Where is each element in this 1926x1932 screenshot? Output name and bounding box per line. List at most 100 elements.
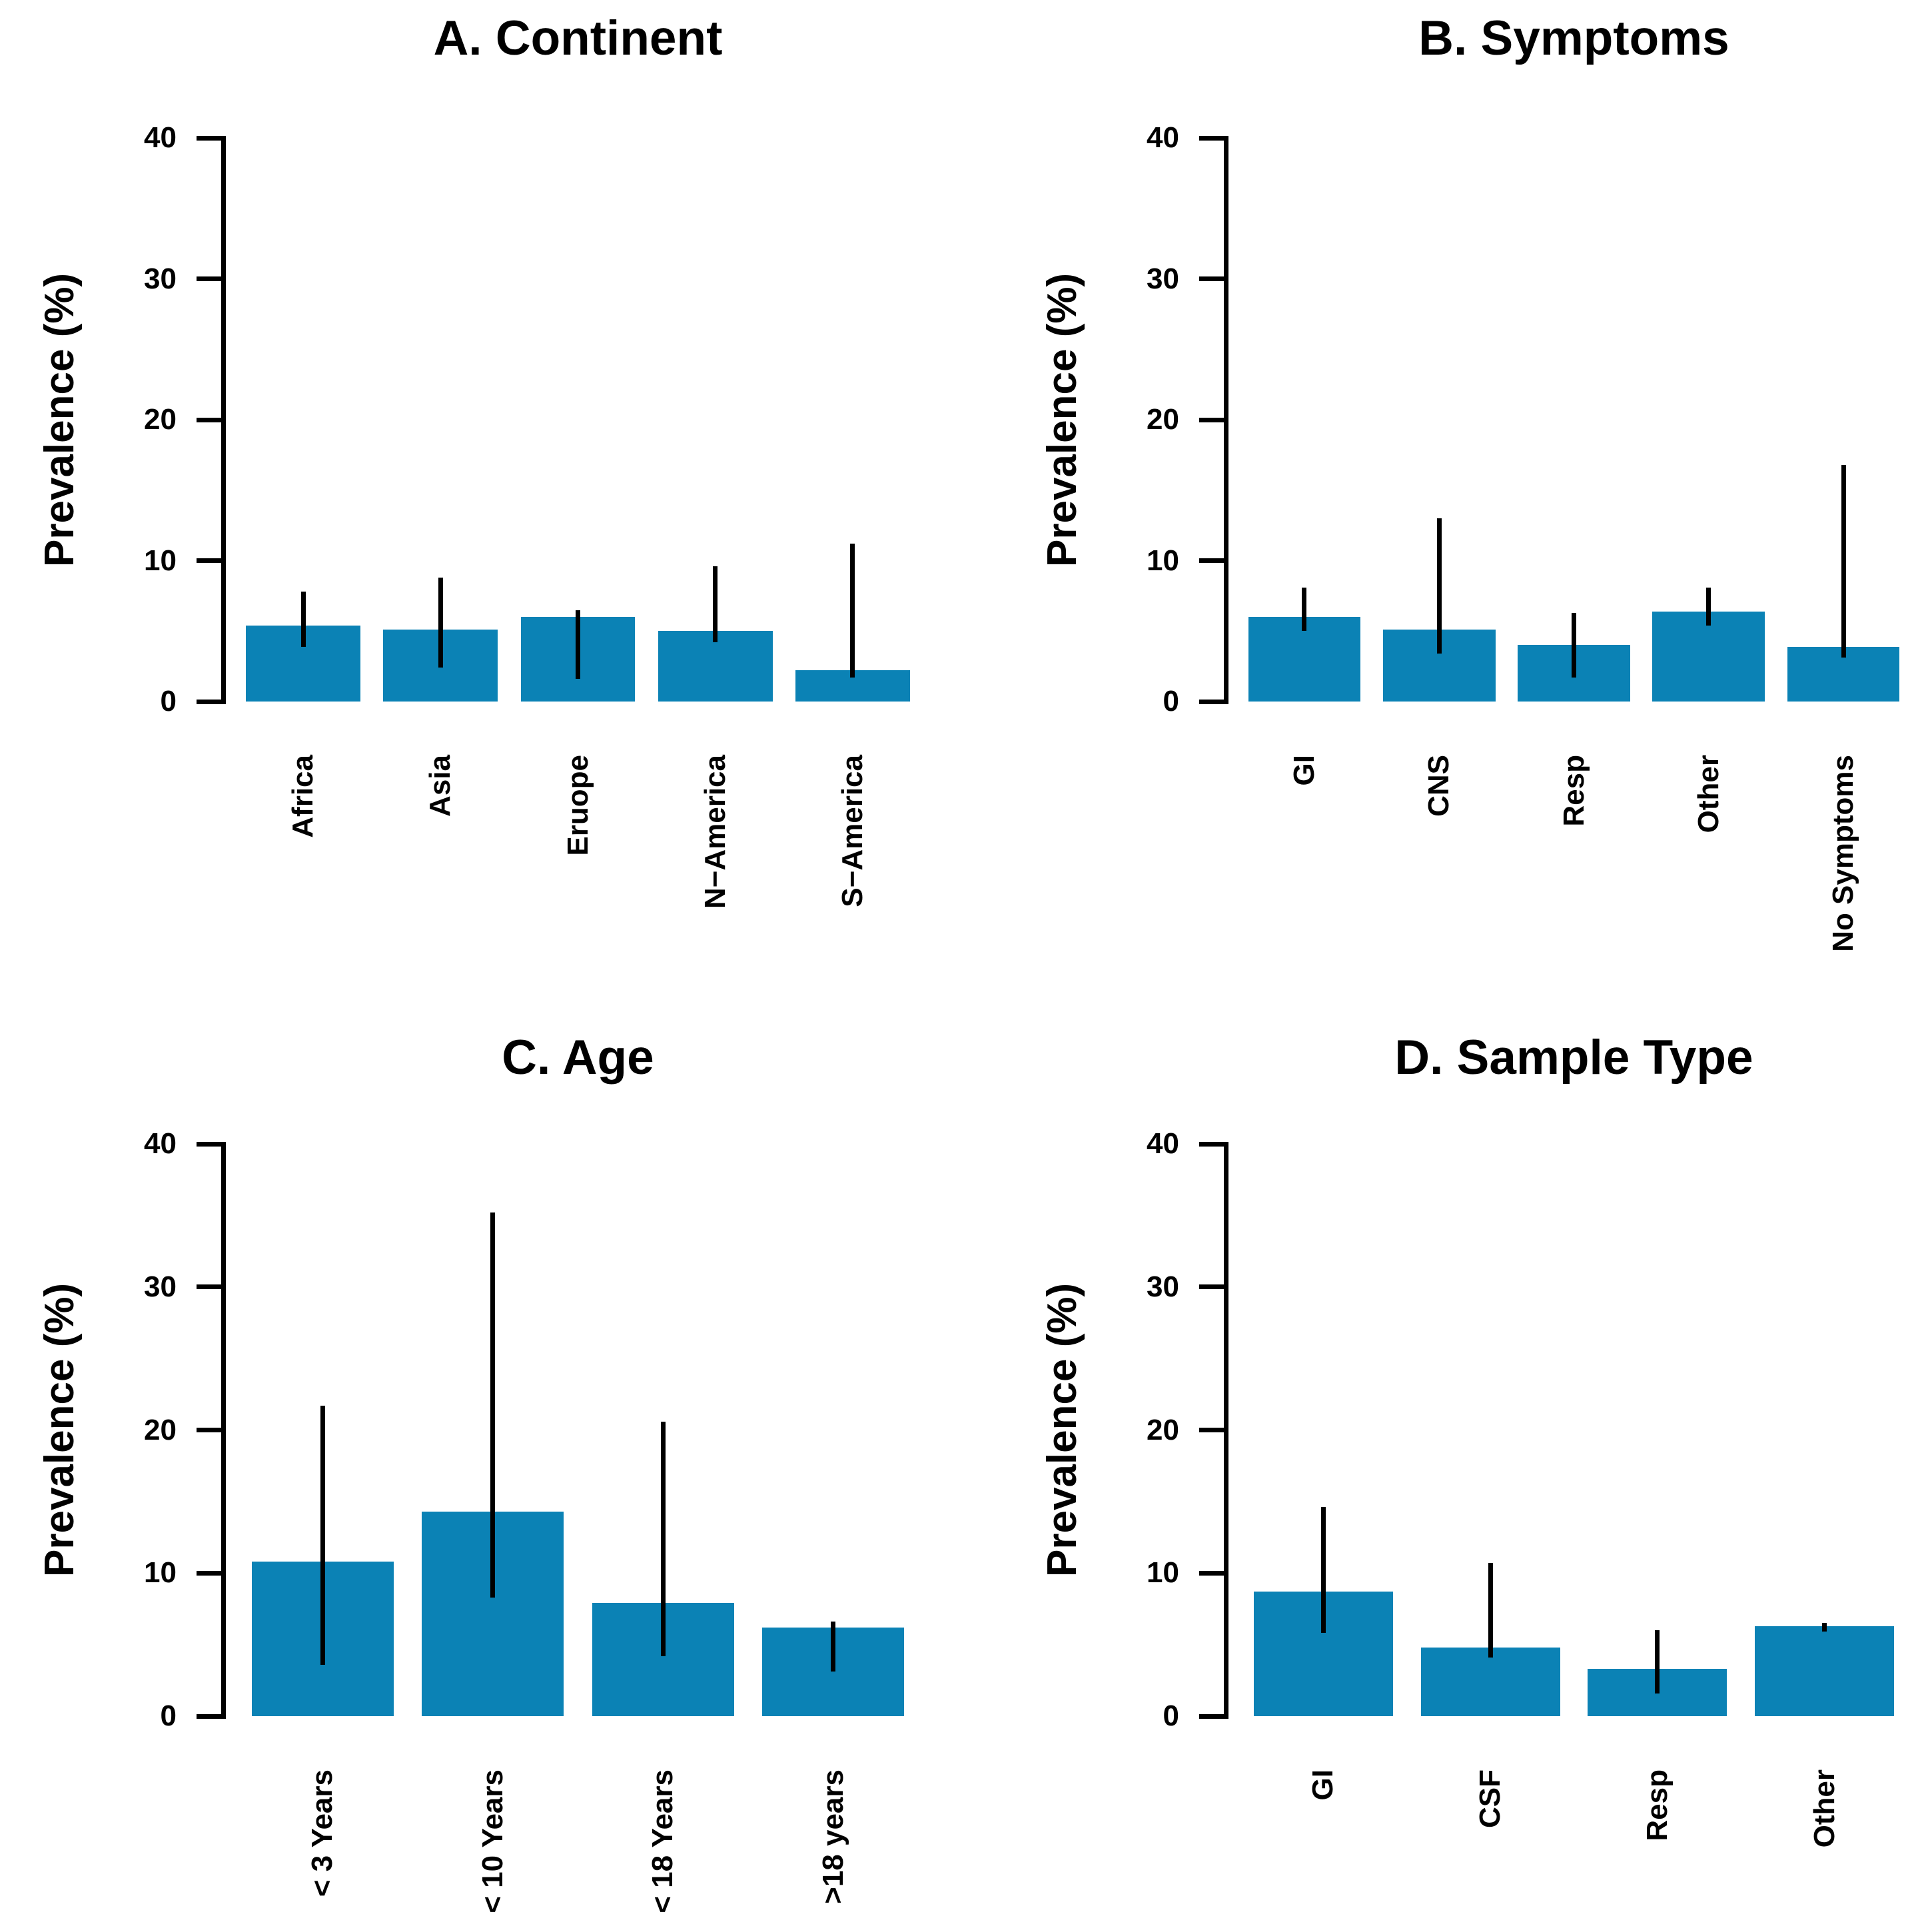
y-tick (1199, 417, 1224, 422)
y-tick (196, 1428, 221, 1432)
x-category-label: Africa (286, 755, 320, 838)
error-bar (576, 610, 580, 680)
y-tick (1199, 1428, 1224, 1432)
x-category-label: CNS (1422, 755, 1456, 817)
y-tick-label: 0 (160, 1699, 177, 1732)
y-tick-label: 20 (144, 403, 177, 436)
panel-title-symptoms: B. Symptoms (1418, 11, 1729, 65)
x-category-label: >18 years (816, 1769, 849, 1904)
y-tick (196, 1570, 221, 1576)
y-tick (196, 1141, 221, 1147)
error-bar (850, 544, 855, 678)
panel-title-age: C. Age (502, 1031, 654, 1085)
y-tick-label: 10 (1147, 1556, 1179, 1590)
y-tick (196, 417, 221, 422)
y-tick-label: 30 (144, 1270, 177, 1303)
y-tick-label: 20 (1147, 403, 1179, 436)
y-axis-title: Prevalence (%) (37, 1282, 83, 1578)
y-tick (196, 135, 221, 141)
y-tick (196, 699, 221, 704)
panel-continent: A. Continent 0 10 20 30 40 Prevalence (%) Afri… (0, 0, 963, 966)
y-tick (196, 276, 221, 281)
x-category-label: Other (1691, 755, 1725, 833)
error-bar (300, 592, 306, 647)
panel-symptoms: B. Symptoms 0 10 20 30 40 Prevalence (%) GI CNS… (963, 0, 1926, 966)
y-tick (1199, 699, 1224, 704)
error-bar (490, 1212, 496, 1598)
x-category-label: Eruope (561, 755, 594, 856)
error-bar (1706, 587, 1711, 626)
panel-age: C. Age 0 10 20 30 40 Prevalence (%) < 3 Years <… (0, 966, 963, 1932)
error-bar (1822, 1623, 1827, 1632)
y-axis-line (221, 1141, 226, 1719)
error-bar (1302, 587, 1307, 632)
error-bar (713, 566, 718, 643)
x-category-label: Asia (424, 755, 457, 817)
y-tick (196, 1713, 221, 1719)
x-category-label: CSF (1474, 1769, 1507, 1828)
error-bar (1436, 518, 1442, 654)
error-bar (320, 1405, 325, 1665)
error-bar (1320, 1507, 1326, 1634)
x-category-label: No Symptoms (1827, 755, 1860, 952)
y-tick-label: 30 (1147, 1270, 1179, 1303)
y-axis-line (1223, 1141, 1228, 1719)
bar (1755, 1626, 1895, 1716)
y-tick (196, 1284, 221, 1290)
y-tick-label: 10 (1147, 544, 1179, 577)
x-category-label: Resp (1557, 755, 1590, 827)
error-bar (1488, 1563, 1493, 1658)
bar (1652, 611, 1765, 702)
plot-area-continent: 0 10 20 30 40 Prevalence (%) Africa Asia Eruope N… (37, 122, 933, 909)
x-category-label: GI (1306, 1769, 1340, 1801)
panel-sample-type: D. Sample Type 0 10 20 30 40 Prevalence (%) GI… (963, 966, 1926, 1932)
plot-area-symptoms: 0 10 20 30 40 Prevalence (%) GI CNS Resp Other No … (1039, 122, 1922, 952)
x-category-label: Resp (1640, 1769, 1674, 1841)
y-axis-line (221, 135, 226, 704)
y-tick-label: 40 (144, 121, 177, 154)
y-tick (1199, 558, 1224, 563)
error-bar (831, 1622, 836, 1672)
x-category-label: S−America (835, 755, 869, 907)
x-category-label: < 3 Years (306, 1769, 339, 1897)
error-bar (1655, 1630, 1660, 1693)
y-tick-label: 30 (1147, 262, 1179, 295)
y-tick-label: 30 (144, 262, 177, 295)
panel-title-sample-type: D. Sample Type (1394, 1031, 1753, 1085)
y-tick-label: 40 (1147, 1127, 1179, 1160)
error-bar (1841, 464, 1846, 658)
y-tick (196, 558, 221, 563)
error-bar (438, 577, 443, 668)
y-axis-title: Prevalence (%) (1039, 272, 1085, 567)
bar (1248, 617, 1361, 702)
y-tick-label: 0 (1163, 685, 1179, 718)
y-tick-label: 40 (1147, 121, 1179, 154)
y-tick (1199, 276, 1224, 281)
y-tick-label: 0 (160, 685, 177, 718)
y-tick-label: 10 (144, 544, 177, 577)
x-category-label: < 10 Years (476, 1769, 509, 1913)
y-tick-label: 0 (1163, 1699, 1179, 1732)
error-bar (1572, 612, 1576, 678)
x-category-label: Other (1807, 1769, 1841, 1848)
y-tick-label: 40 (144, 1127, 177, 1160)
y-tick (1199, 1284, 1224, 1290)
y-tick-label: 20 (144, 1413, 177, 1446)
panel-title-continent: A. Continent (433, 11, 723, 65)
y-tick (1199, 135, 1224, 141)
y-tick (1199, 1141, 1224, 1147)
plot-area-age: 0 10 20 30 40 Prevalence (%) < 3 Years < 10 Yea… (37, 1128, 933, 1913)
bar (1420, 1647, 1560, 1716)
y-axis-title: Prevalence (%) (37, 272, 83, 567)
error-bar (660, 1421, 666, 1656)
y-tick-label: 20 (1147, 1413, 1179, 1446)
y-tick (1199, 1570, 1224, 1576)
y-tick-label: 10 (144, 1556, 177, 1590)
y-tick (1199, 1713, 1224, 1719)
x-category-label: N−America (698, 755, 731, 909)
x-category-label: GI (1287, 755, 1320, 786)
bar (658, 631, 773, 702)
x-category-label: < 18 Years (646, 1769, 680, 1913)
y-axis-line (1223, 135, 1228, 704)
